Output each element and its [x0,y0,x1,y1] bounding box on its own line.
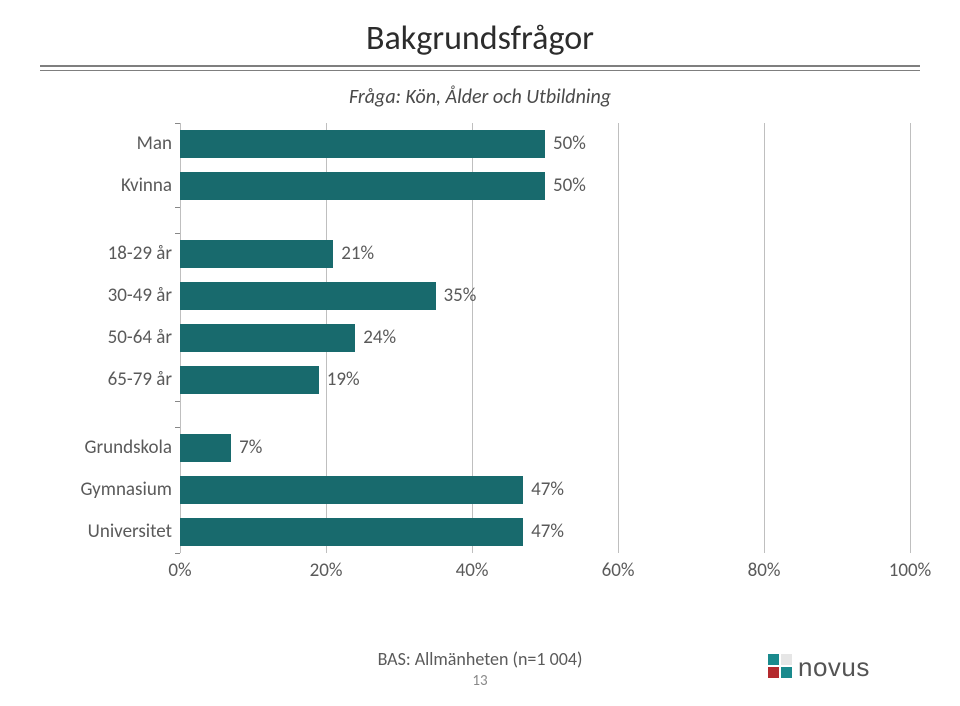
bar-value-label: 19% [327,366,360,394]
bar [180,172,545,200]
plot-area: 50% 50% 21% 35% 24%19% 7% 47% 47% [180,123,910,553]
bar [180,366,319,394]
bar [180,240,333,268]
x-axis-label: 60% [602,559,635,582]
bar [180,324,355,352]
category-label: Universitet [40,522,172,543]
axis-tick [175,123,180,124]
category-label: Grundskola [40,438,172,459]
bar-value-label: 7% [239,434,262,462]
category-label: 30-49 år [40,286,172,307]
bar-value-label: 35% [444,282,477,310]
x-axis-label: 40% [456,559,489,582]
subtitle: Fråga: Kön, Ålder och Utbildning [40,85,920,109]
bar [180,282,436,310]
x-axis-label: 100% [889,559,931,582]
category-label: Kvinna [40,176,172,197]
axis-tick [175,401,180,402]
page-title: Bakgrundsfrågor [40,18,920,59]
bar-value-label: 50% [553,130,586,158]
gridline [764,123,765,553]
logo-text: novus [798,652,870,682]
axis-tick [175,207,180,208]
x-axis-label: 20% [310,559,343,582]
bar-value-label: 47% [531,518,564,546]
axis-tick [175,553,180,554]
axis-tick [175,233,180,234]
category-label: 18-29 år [40,244,172,265]
axis-tick [175,427,180,428]
bar [180,518,523,546]
bar-value-label: 21% [341,240,374,268]
title-rule [40,65,920,71]
bar-chart: 50% 50% 21% 35% 24%19% 7% 47% 47% 0% 20% 40% 60% 80… [40,123,920,583]
x-axis-label: 0% [168,559,191,582]
x-axis-label: 80% [748,559,781,582]
bar [180,434,231,462]
gridline [910,123,911,553]
gridline [618,123,619,553]
category-label: 65-79 år [40,370,172,391]
bar [180,130,545,158]
bar-value-label: 47% [531,476,564,504]
bar [180,476,523,504]
category-label: Man [40,134,172,155]
bar-value-label: 24% [363,324,396,352]
bar-value-label: 50% [553,172,586,200]
logo: novus [768,650,918,684]
category-label: 50-64 år [40,328,172,349]
logo-squares-icon [768,654,792,678]
category-label: Gymnasium [40,480,172,501]
